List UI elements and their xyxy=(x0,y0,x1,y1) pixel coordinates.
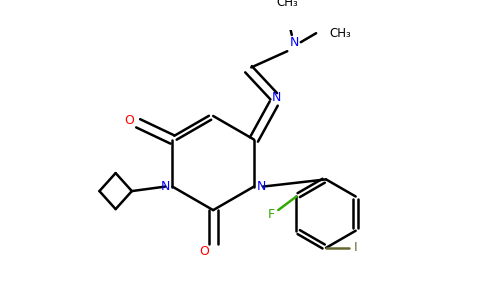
Text: O: O xyxy=(124,114,134,127)
Text: F: F xyxy=(268,208,275,221)
Text: I: I xyxy=(354,242,358,254)
Text: N: N xyxy=(257,180,266,193)
Text: N: N xyxy=(161,180,170,193)
Text: O: O xyxy=(199,245,209,258)
Text: CH₃: CH₃ xyxy=(276,0,298,9)
Text: N: N xyxy=(290,36,299,49)
Text: CH₃: CH₃ xyxy=(330,27,351,40)
Text: N: N xyxy=(272,91,281,104)
